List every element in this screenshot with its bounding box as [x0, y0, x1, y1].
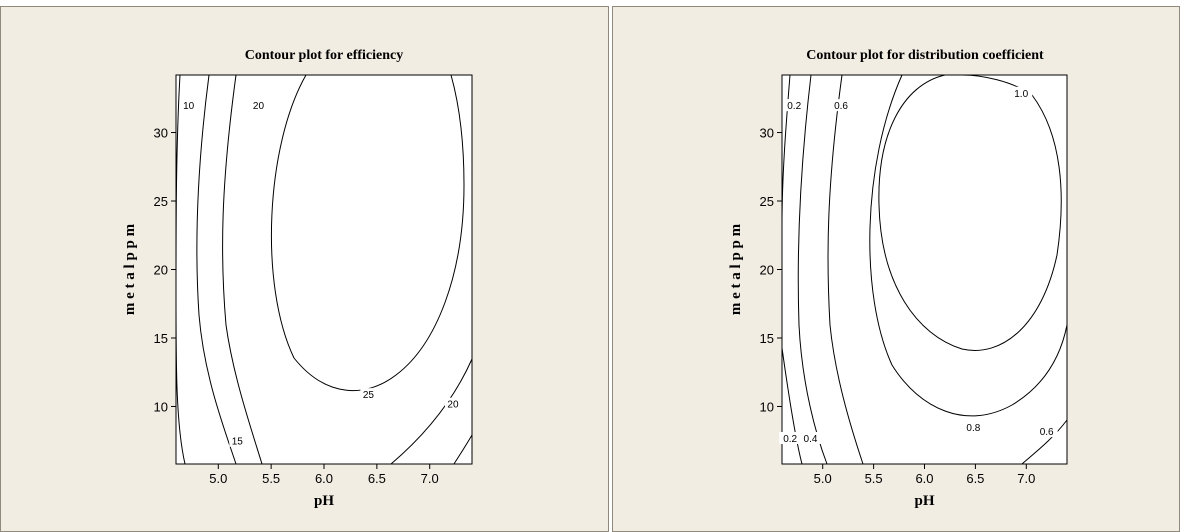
contour-line	[1021, 419, 1068, 465]
contour-level-label: 1.0	[1014, 89, 1028, 100]
x-tick-label: 5.5	[865, 471, 883, 486]
x-tick-label: 7.0	[1017, 471, 1035, 486]
contour-level-label: 10	[183, 101, 195, 112]
contour-label-bg	[1035, 425, 1058, 438]
y-tick-label: 10	[154, 399, 168, 414]
contour-label-bg	[250, 99, 267, 112]
x-tick-label: 6.5	[966, 471, 984, 486]
y-tick-label: 20	[760, 263, 774, 278]
contour-level-label: 20	[253, 101, 265, 112]
y-tick-label: 25	[154, 194, 168, 209]
distribution-coefficient-contour-chart: 0.2 0.2 0.4 0.6 0.6 0.8 1.0 5.0 5.5 6.0 6.5 7.0 10 15…	[728, 48, 1068, 509]
contour-label-bg	[962, 421, 985, 434]
x-axis-label: pH	[314, 493, 334, 509]
contour-line	[453, 434, 473, 465]
x-tick-label: 6.0	[915, 471, 933, 486]
contour-line	[390, 358, 473, 465]
contour-line	[797, 74, 828, 465]
y-tick-label: 20	[154, 263, 168, 278]
contour-label-bg	[830, 99, 853, 112]
contour-level-label: 0.8	[966, 423, 980, 434]
distribution-coefficient-panel: 0.2 0.2 0.4 0.6 0.6 0.8 1.0 5.0 5.5 6.0 6.5 7.0 10 15…	[612, 6, 1180, 532]
contour-level-label: 0.2	[783, 434, 797, 445]
contour-level-label: 15	[232, 437, 244, 448]
contour-label-bg	[360, 388, 377, 401]
contour-label-bg	[180, 99, 197, 112]
contour-level-label: 20	[447, 400, 459, 411]
contour-level-label: 25	[363, 390, 375, 401]
chart-title: Contour plot for efficiency	[245, 48, 404, 63]
y-tick-label: 30	[154, 126, 168, 141]
y-tick-label: 15	[760, 331, 774, 346]
plot-area	[175, 74, 473, 465]
contour-label-bg	[1010, 86, 1033, 99]
contour-line	[869, 74, 1068, 417]
contour-label-bg	[799, 431, 822, 444]
contour-line	[270, 74, 465, 392]
contour-level-label: 0.2	[787, 101, 801, 112]
x-axis-label: pH	[914, 493, 934, 509]
y-tick-label: 15	[154, 331, 168, 346]
contour-level-label: 0.6	[1040, 427, 1054, 438]
plot-area	[781, 74, 1068, 465]
contour-label-bg	[779, 431, 802, 444]
y-axis-label: m e t a l p p m	[728, 223, 744, 315]
contour-lines	[175, 74, 473, 465]
contour-line	[781, 347, 803, 465]
x-tick-label: 5.0	[814, 471, 832, 486]
contour-line	[878, 74, 1062, 351]
y-axis-label: m e t a l p p m	[122, 223, 138, 315]
x-tick-label: 5.5	[262, 471, 280, 486]
y-tick-label: 10	[760, 399, 774, 414]
contour-line	[222, 74, 263, 465]
x-tick-label: 7.0	[421, 471, 439, 486]
contour-level-label: 0.4	[804, 434, 818, 445]
contour-line	[196, 74, 237, 465]
efficiency-panel: 10 15 20 20 25 5.0 5.5 6.0 6.5 7.0 10 15 20 25 30 Conto…	[0, 6, 609, 532]
contour-line	[781, 74, 791, 226]
contour-label-bg	[229, 434, 246, 447]
y-tick-label: 25	[760, 194, 774, 209]
x-tick-label: 5.0	[209, 471, 227, 486]
contour-line	[175, 74, 186, 465]
contour-level-label: 0.6	[834, 101, 848, 112]
contour-label-bg	[783, 99, 806, 112]
x-tick-label: 6.0	[315, 471, 333, 486]
y-tick-label: 30	[760, 126, 774, 141]
contour-line	[827, 74, 864, 465]
efficiency-contour-chart: 10 15 20 20 25 5.0 5.5 6.0 6.5 7.0 10 15 20 25 30 Conto…	[122, 48, 473, 509]
x-tick-label: 6.5	[368, 471, 386, 486]
contour-label-bg	[444, 397, 461, 410]
contour-lines	[781, 74, 1068, 465]
chart-title: Contour plot for distribution coefficien…	[806, 48, 1044, 63]
